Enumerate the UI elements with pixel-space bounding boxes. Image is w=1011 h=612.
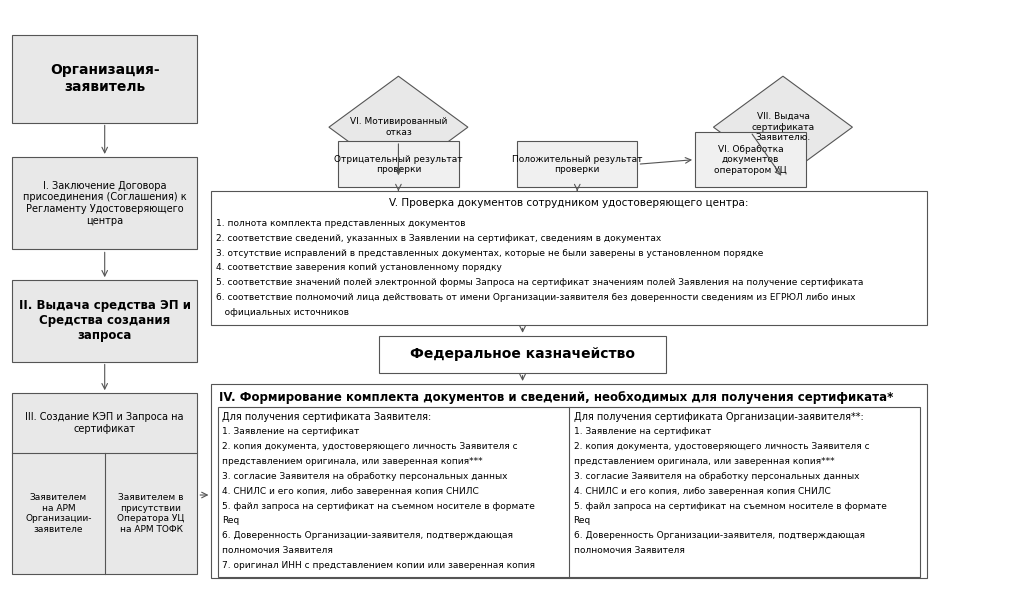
Text: III. Создание КЭП и Запроса на
сертификат: III. Создание КЭП и Запроса на сертифика… — [25, 412, 184, 434]
Text: 4. соответствие заверения копий установленному порядку: 4. соответствие заверения копий установл… — [215, 263, 501, 272]
Text: официальных источников: официальных источников — [215, 308, 349, 317]
Text: VII. Выдача
сертификата
Заявителю.: VII. Выдача сертификата Заявителю. — [750, 112, 814, 142]
Text: Req: Req — [573, 517, 590, 525]
Text: II. Выдача средства ЭП и
Средства создания
запроса: II. Выдача средства ЭП и Средства создан… — [18, 299, 190, 342]
Bar — [695, 132, 806, 187]
Text: 5. файл запроса на сертификат на съемном носителе в формате: 5. файл запроса на сертификат на съемном… — [573, 501, 886, 510]
Text: 5. соответствие значений полей электронной формы Запроса на сертификат значениям: 5. соответствие значений полей электронн… — [215, 278, 862, 287]
Text: Для получения сертификата Организации-заявителя**:: Для получения сертификата Организации-за… — [573, 412, 862, 422]
Bar — [12, 280, 197, 362]
Text: 1. Заявление на сертификат: 1. Заявление на сертификат — [222, 427, 359, 436]
Bar — [217, 407, 919, 577]
Text: 4. СНИЛС и его копия, либо заверенная копия СНИЛС: 4. СНИЛС и его копия, либо заверенная ко… — [222, 487, 478, 496]
Bar — [517, 141, 637, 187]
Text: Организация-
заявитель: Организация- заявитель — [50, 64, 160, 94]
Text: 7. оригинал ИНН с представлением копии или заверенная копия: 7. оригинал ИНН с представлением копии и… — [222, 561, 535, 570]
Text: 6. Доверенность Организации-заявителя, подтверждающая: 6. Доверенность Организации-заявителя, п… — [573, 531, 863, 540]
Text: VI. Обработка
документов
оператором УЦ: VI. Обработка документов оператором УЦ — [714, 144, 787, 174]
Text: Положительный результат
проверки: Положительный результат проверки — [512, 155, 642, 174]
Text: Req: Req — [222, 517, 240, 525]
Text: 2. копия документа, удостоверяющего личность Заявителя с: 2. копия документа, удостоверяющего личн… — [573, 442, 868, 451]
Text: 2. соответствие сведений, указанных в Заявлении на сертификат, сведениям в докум: 2. соответствие сведений, указанных в За… — [215, 234, 660, 243]
Bar — [378, 335, 665, 373]
Bar — [12, 393, 197, 574]
Text: Федеральное казначейство: Федеральное казначейство — [409, 347, 635, 361]
Text: 4. СНИЛС и его копия, либо заверенная копия СНИЛС: 4. СНИЛС и его копия, либо заверенная ко… — [573, 487, 829, 496]
Text: IV. Формирование комплекта документов и сведений, необходимых для получения серт: IV. Формирование комплекта документов и … — [218, 391, 892, 405]
Text: 1. Заявление на сертификат: 1. Заявление на сертификат — [573, 427, 710, 436]
Bar — [12, 34, 197, 122]
Text: полномочия Заявителя: полномочия Заявителя — [222, 546, 333, 555]
Text: 5. файл запроса на сертификат на съемном носителе в формате: 5. файл запроса на сертификат на съемном… — [222, 501, 535, 510]
Text: 3. отсутствие исправлений в представленных документах, которые не были заверены : 3. отсутствие исправлений в представленн… — [215, 248, 762, 258]
Text: представлением оригинала, или заверенная копия***: представлением оригинала, или заверенная… — [573, 457, 833, 466]
Text: V. Проверка документов сотрудником удостоверяющего центра:: V. Проверка документов сотрудником удост… — [389, 198, 748, 208]
Polygon shape — [329, 76, 467, 178]
Text: Отрицательный результат
проверки: Отрицательный результат проверки — [334, 155, 462, 174]
Text: 6. соответствие полномочий лица действовать от имени Организации-заявителя без д: 6. соответствие полномочий лица действов… — [215, 293, 854, 302]
Text: Заявителем
на АРМ
Организации-
заявителе: Заявителем на АРМ Организации- заявителе — [25, 493, 92, 534]
Text: 3. согласие Заявителя на обработку персональных данных: 3. согласие Заявителя на обработку персо… — [573, 472, 858, 481]
Text: полномочия Заявителя: полномочия Заявителя — [573, 546, 683, 555]
Bar — [12, 157, 197, 250]
Polygon shape — [713, 76, 851, 178]
Bar — [211, 384, 926, 578]
Bar — [211, 191, 926, 326]
Text: 3. согласие Заявителя на обработку персональных данных: 3. согласие Заявителя на обработку персо… — [222, 472, 508, 481]
Text: 1. полнота комплекта представленных документов: 1. полнота комплекта представленных доку… — [215, 219, 465, 228]
Text: VI. Мотивированный
отказ: VI. Мотивированный отказ — [350, 118, 447, 137]
Text: I. Заключение Договора
присоединения (Соглашения) к
Регламенту Удостоверяющего
ц: I. Заключение Договора присоединения (Со… — [23, 181, 186, 226]
Text: Для получения сертификата Заявителя:: Для получения сертификата Заявителя: — [222, 412, 432, 422]
Text: Заявителем в
присутствии
Оператора УЦ
на АРМ ТОФК: Заявителем в присутствии Оператора УЦ на… — [117, 493, 185, 534]
Text: 6. Доверенность Организации-заявителя, подтверждающая: 6. Доверенность Организации-заявителя, п… — [222, 531, 513, 540]
Text: 2. копия документа, удостоверяющего личность Заявителя с: 2. копия документа, удостоверяющего личн… — [222, 442, 518, 451]
Bar — [338, 141, 458, 187]
Text: представлением оригинала, или заверенная копия***: представлением оригинала, или заверенная… — [222, 457, 482, 466]
